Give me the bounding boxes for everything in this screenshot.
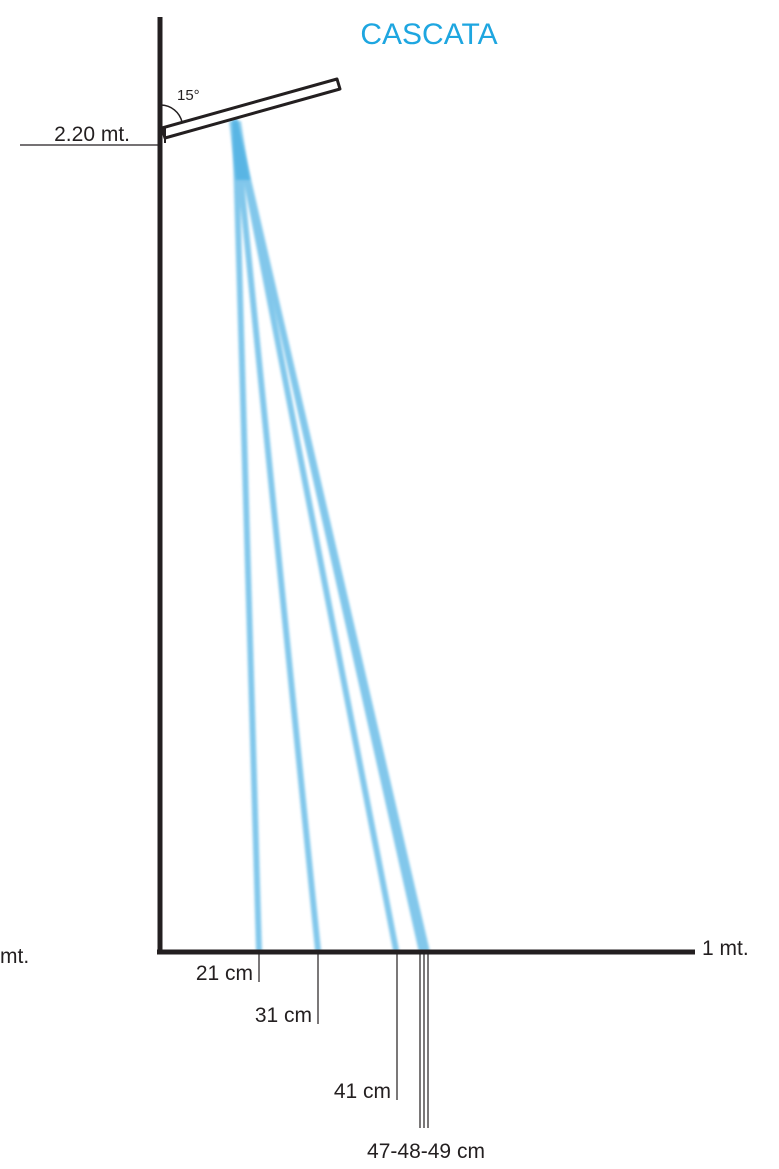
- right-ground-label: 1 mt.: [702, 937, 749, 960]
- left-ground-label: mt.: [0, 945, 29, 968]
- beam-31cm: [232, 118, 321, 953]
- beam-origin: [229, 121, 250, 180]
- height-label: 2.20 mt.: [54, 123, 130, 146]
- angle-arc: [160, 104, 183, 123]
- beam-21cm: [232, 118, 262, 953]
- distance-label-31cm: 31 cm: [255, 1004, 312, 1027]
- distance-leaders: [258, 954, 429, 1128]
- light-beams: [232, 118, 430, 953]
- beam-41cm: [232, 118, 399, 953]
- distance-label-21cm: 21 cm: [196, 962, 253, 985]
- beam-49cm: [232, 118, 430, 953]
- distance-label-41cm: 41 cm: [334, 1080, 391, 1103]
- diagram-title: CASCATA: [360, 18, 497, 51]
- distance-label-47-49cm: 47-48-49 cm: [367, 1140, 485, 1163]
- angle-label: 15°: [177, 87, 200, 104]
